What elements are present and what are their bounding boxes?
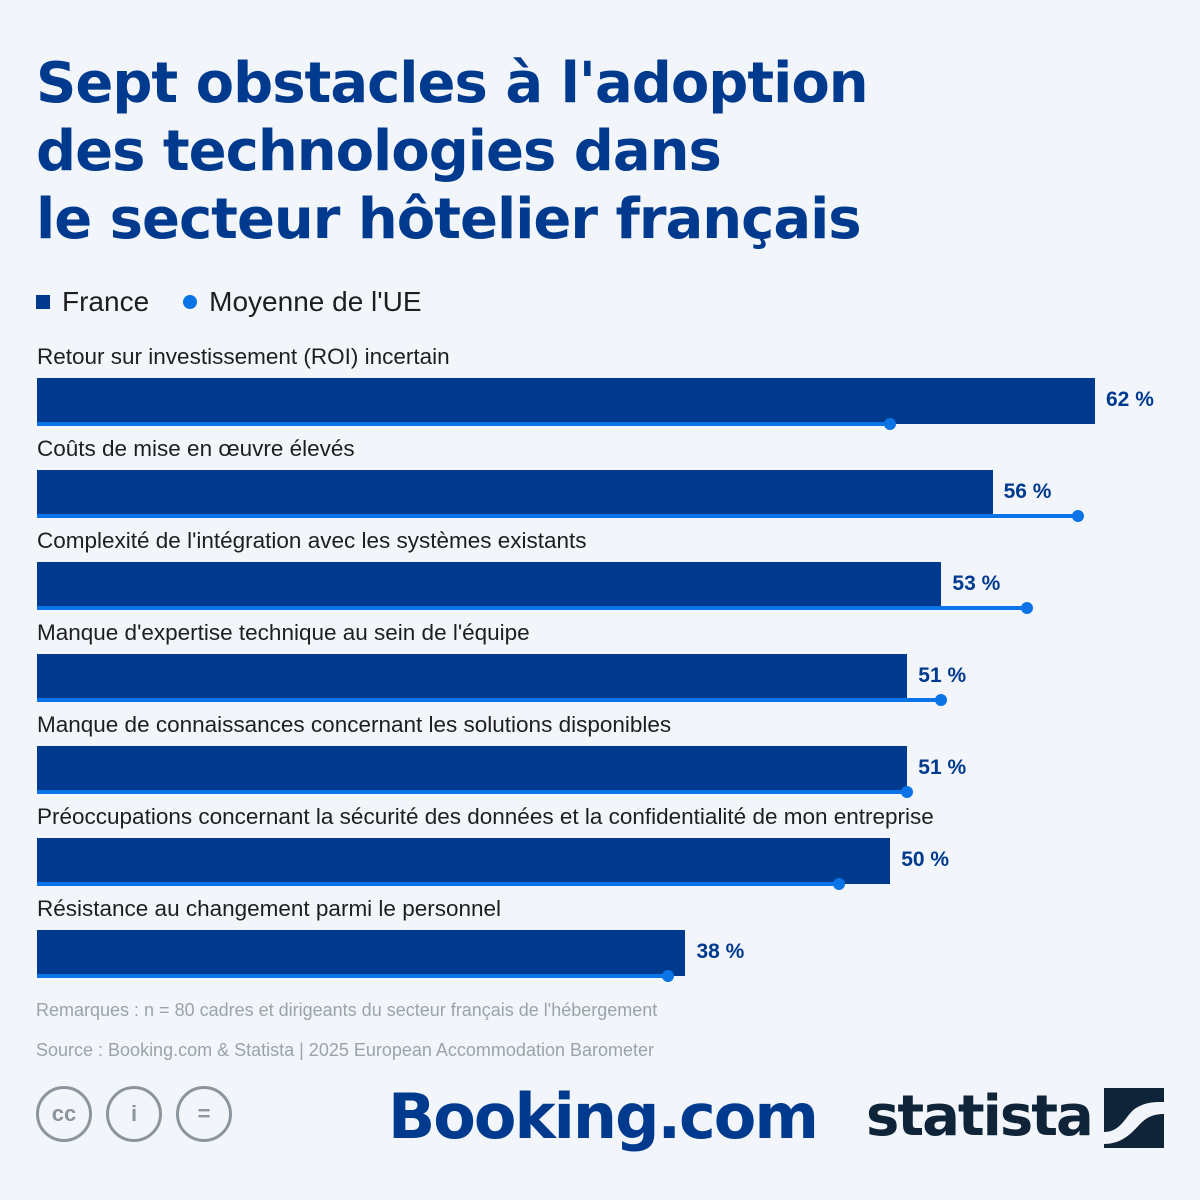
legend-label-france: France bbox=[62, 286, 150, 317]
eu-average-line bbox=[37, 974, 669, 978]
value-label: 51 % bbox=[918, 756, 967, 779]
eu-average-marker bbox=[1020, 602, 1033, 614]
category-label: Retour sur investissement (ROI) incertai… bbox=[37, 344, 450, 369]
value-label: 62 % bbox=[1106, 388, 1154, 411]
cc-icon[interactable]: cc bbox=[36, 1086, 92, 1142]
legend-swatch-eu bbox=[183, 295, 198, 309]
legend-swatch-france bbox=[36, 295, 50, 309]
title-line-3: le secteur hôtelier français bbox=[36, 187, 862, 252]
eu-average-marker bbox=[662, 970, 675, 982]
value-label: 53 % bbox=[952, 572, 1001, 595]
category-label: Résistance au changement parmi le person… bbox=[37, 896, 502, 921]
eu-average-line bbox=[37, 514, 1078, 518]
eu-average-marker bbox=[833, 878, 846, 890]
eu-average-line bbox=[37, 698, 942, 702]
value-label: 38 % bbox=[696, 940, 745, 963]
bar-france bbox=[37, 378, 1095, 424]
value-label: 50 % bbox=[901, 848, 950, 871]
legend: France Moyenne de l'UE bbox=[36, 284, 456, 320]
value-label: 51 % bbox=[918, 664, 967, 687]
legend-label-eu: Moyenne de l'UE bbox=[209, 286, 422, 317]
category-label: Manque de connaissances concernant les s… bbox=[37, 712, 672, 737]
bar-france bbox=[37, 562, 942, 608]
value-label: 56 % bbox=[1003, 480, 1052, 503]
category-label: Coûts de mise en œuvre élevés bbox=[37, 436, 355, 461]
eu-average-marker bbox=[935, 694, 948, 706]
legend-item-eu: Moyenne de l'UE bbox=[183, 286, 422, 318]
eu-average-line bbox=[37, 606, 1027, 610]
category-label: Complexité de l'intégration avec les sys… bbox=[37, 528, 587, 553]
legend-item-france: France bbox=[36, 286, 149, 318]
bar-france bbox=[37, 930, 686, 976]
chart-title: Sept obstacles à l'adoption des technolo… bbox=[36, 50, 1136, 254]
bar-france bbox=[37, 838, 891, 884]
eu-average-line bbox=[37, 422, 891, 426]
attribution-icon[interactable]: i bbox=[106, 1086, 162, 1142]
bar-france bbox=[37, 654, 908, 700]
eu-average-marker bbox=[1071, 510, 1084, 522]
eu-average-marker bbox=[884, 418, 897, 430]
bar-chart: Retour sur investissement (ROI) incertai… bbox=[0, 330, 1200, 990]
source-note: Source : Booking.com & Statista | 2025 E… bbox=[36, 1040, 655, 1060]
statista-mark-icon bbox=[1104, 1088, 1164, 1148]
eu-average-line bbox=[37, 882, 840, 886]
category-label: Manque d'expertise technique au sein de … bbox=[37, 620, 530, 645]
title-line-2: des technologies dans bbox=[36, 119, 722, 184]
no-derivatives-icon[interactable]: = bbox=[176, 1086, 232, 1142]
remark-note: Remarques : n = 80 cadres et dirigeants … bbox=[36, 1000, 658, 1020]
booking-logo: Booking.com bbox=[388, 1080, 819, 1153]
bar-france bbox=[37, 470, 993, 516]
category-label: Préoccupations concernant la sécurité de… bbox=[37, 804, 934, 829]
title-line-1: Sept obstacles à l'adoption bbox=[36, 51, 869, 116]
eu-average-line bbox=[37, 790, 908, 794]
bar-france bbox=[37, 746, 908, 792]
eu-average-marker bbox=[901, 786, 914, 798]
license-icons: cc i = bbox=[36, 1086, 246, 1142]
statista-logo: statista bbox=[866, 1084, 1094, 1149]
